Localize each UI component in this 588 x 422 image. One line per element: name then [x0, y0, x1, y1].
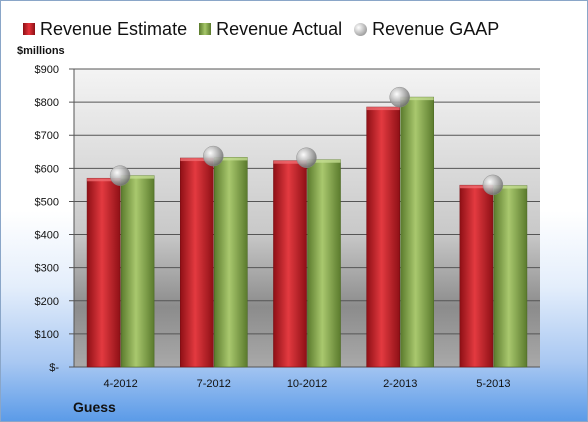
- y-tick-label-300: $300: [35, 263, 59, 275]
- bar-revenue-actual-2-2013: [400, 96, 435, 368]
- legend-marker-revenue-gaap: [354, 22, 368, 36]
- y-tick-label-800: $800: [35, 97, 59, 109]
- bar-revenue-estimate-5-2013: [459, 184, 494, 368]
- y-tick-label-900: $900: [35, 64, 59, 76]
- bar-revenue-estimate-top-4-2012: [87, 178, 121, 182]
- bar-revenue-estimate-7-2012: [180, 157, 214, 368]
- y-tick-label-600: $600: [35, 163, 59, 175]
- legend-swatch-revenue-estimate: [23, 23, 35, 35]
- company-name: Guess: [73, 399, 116, 415]
- bar-revenue-actual-10-2012: [307, 159, 341, 368]
- legend-label-revenue-estimate: Revenue Estimate: [40, 18, 188, 39]
- bar-revenue-estimate-2-2013: [366, 106, 401, 368]
- y-tick-label-0: $-: [49, 362, 59, 374]
- marker-revenue-gaap-10-2012: [296, 147, 317, 168]
- marker-revenue-gaap-7-2012: [203, 145, 224, 167]
- legend: Revenue Estimate Revenue Actual Revenue …: [23, 18, 511, 40]
- y-tick-label-700: $700: [35, 130, 59, 142]
- bar-revenue-estimate-10-2012: [273, 160, 307, 368]
- bar-revenue-actual-top-4-2012: [121, 175, 155, 179]
- bar-revenue-estimate-top-5-2013: [459, 185, 493, 189]
- bar-revenue-actual-7-2012: [214, 157, 248, 368]
- x-tick-label-4-2012: 4-2012: [103, 378, 137, 390]
- bar-revenue-actual-top-7-2012: [214, 157, 248, 161]
- bar-revenue-actual-top-10-2012: [307, 159, 341, 163]
- y-tick-label-500: $500: [35, 196, 59, 208]
- marker-revenue-gaap-5-2013: [482, 174, 504, 196]
- bar-revenue-estimate-top-10-2012: [273, 160, 307, 164]
- bar-revenue-estimate-4-2012: [86, 177, 121, 368]
- bar-revenue-estimate-top-2-2013: [366, 107, 400, 111]
- y-axis-unit-label: $millions: [17, 45, 65, 57]
- y-tick-label-400: $400: [35, 230, 59, 242]
- x-tick-label-5-2013: 5-2013: [476, 378, 510, 390]
- bar-revenue-estimate-top-7-2012: [180, 158, 214, 162]
- x-tick-label-2-2013: 2-2013: [383, 378, 417, 390]
- y-tick-label-200: $200: [35, 296, 59, 308]
- legend-item-revenue-estimate: Revenue Estimate: [23, 19, 187, 40]
- legend-label-revenue-actual: Revenue Actual: [216, 18, 343, 39]
- marker-revenue-gaap-2-2013: [389, 86, 410, 108]
- x-tick-label-7-2012: 7-2012: [197, 378, 231, 390]
- bar-revenue-actual-top-2-2013: [400, 97, 434, 101]
- bar-revenue-actual-top-5-2013: [493, 185, 527, 189]
- x-tick-label-10-2012: 10-2012: [287, 378, 327, 390]
- legend-swatch-revenue-actual: [199, 23, 212, 35]
- bar-revenue-actual-4-2012: [120, 175, 155, 368]
- legend-item-revenue-gaap: Revenue GAAP: [354, 19, 499, 40]
- marker-revenue-gaap-4-2012: [109, 165, 131, 186]
- bar-revenue-actual-5-2013: [493, 185, 528, 368]
- y-tick-label-100: $100: [35, 329, 59, 341]
- legend-item-revenue-actual: Revenue Actual: [199, 19, 342, 40]
- legend-label-revenue-gaap: Revenue GAAP: [372, 18, 500, 39]
